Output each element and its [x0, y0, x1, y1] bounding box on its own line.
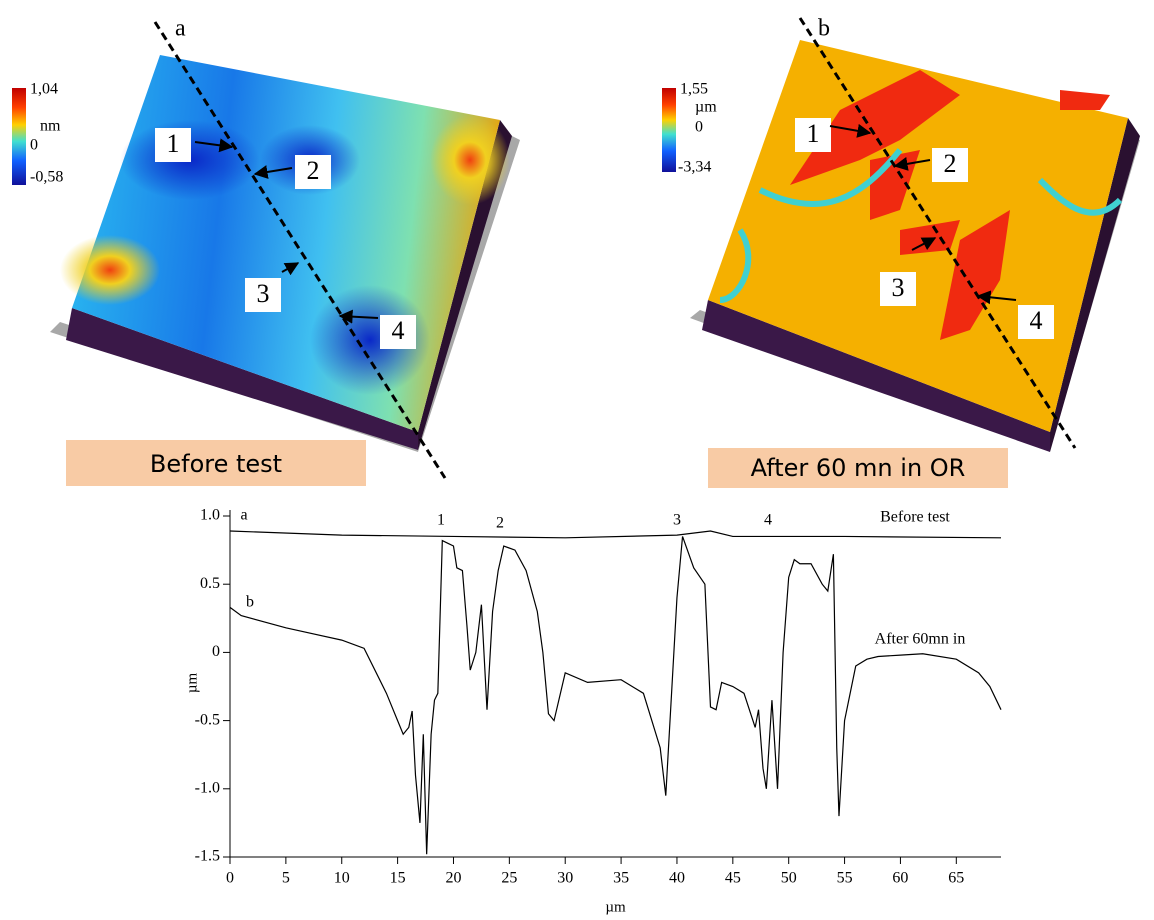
marker-label: 2: [307, 156, 320, 185]
y-tick-label: 0: [212, 643, 220, 660]
series-label: Before test: [880, 509, 950, 526]
series-label: After 60mn in: [875, 631, 966, 648]
y-tick-label: -0.5: [195, 711, 220, 728]
caption: Before test: [150, 450, 282, 478]
scale-min: -0,58: [30, 169, 63, 186]
x-tick-label: 20: [445, 870, 461, 887]
y-tick-label: -1.5: [195, 848, 220, 865]
x-tick-label: 60: [892, 870, 908, 887]
marker-label: 4: [392, 316, 405, 345]
annotation: a: [240, 507, 247, 524]
annotation: 3: [673, 512, 681, 529]
scale-max: 1,04: [30, 81, 58, 98]
y-tick-label: -1.0: [195, 779, 220, 796]
y-axis-label: µm: [184, 673, 200, 694]
caption: After 60 mn in OR: [751, 454, 966, 482]
markers: 1 2 3 4 1 2 3 4: [155, 118, 1054, 349]
marker-label: 3: [892, 273, 905, 302]
panel-letter: b: [818, 16, 830, 42]
colorbar: [662, 88, 676, 172]
scale-zero: 0: [30, 137, 38, 154]
marker-box: [155, 128, 191, 162]
x-tick-label: 55: [837, 870, 853, 887]
scale-unit: nm: [40, 118, 61, 135]
colorbar: [12, 88, 26, 185]
surface-b: [690, 40, 1140, 452]
marker-arrow: [893, 156, 931, 171]
marker-arrow: [338, 309, 379, 324]
caption-box: [66, 440, 366, 486]
marker-label: 2: [944, 149, 957, 178]
y-tick-label: 0.5: [200, 575, 220, 592]
annotation: 4: [764, 512, 772, 529]
profile-line: [229, 530, 1002, 539]
marker-label: 4: [1030, 306, 1043, 335]
marker-box: [245, 278, 281, 312]
panel-letter: a: [175, 16, 186, 42]
marker-arrow: [829, 123, 872, 138]
marker-arrow: [911, 237, 937, 251]
x-tick-label: 45: [725, 870, 741, 887]
x-tick-label: 5: [282, 870, 290, 887]
marker-arrow: [281, 262, 300, 276]
x-tick-label: 15: [390, 870, 406, 887]
x-axis-label: µm: [605, 899, 626, 915]
marker-arrow: [253, 165, 293, 179]
x-tick-label: 10: [334, 870, 350, 887]
scale-zero: 0: [695, 119, 703, 136]
profile-chart: 1.0 0.5 0 -0.5 -1.0 -1.5 0 5 10 15 20 25 30 35 40 45 50 5…: [184, 507, 1002, 915]
marker-arrow: [194, 138, 234, 153]
marker-box: [380, 315, 416, 349]
scale-max: 1,55: [680, 81, 708, 98]
marker-label: 1: [807, 119, 820, 148]
annotation: 1: [437, 512, 445, 529]
x-tick-label: 50: [781, 870, 797, 887]
marker-box: [880, 272, 916, 306]
x-tick-label: 65: [948, 870, 964, 887]
marker-box: [795, 118, 831, 152]
y-tick-label: 1.0: [200, 507, 220, 524]
annotation: b: [246, 594, 254, 611]
caption-box: [708, 448, 1008, 488]
profile-line: [229, 536, 1002, 855]
section-line: [798, 17, 1077, 449]
x-tick-label: 25: [501, 870, 517, 887]
annotation: 2: [496, 515, 504, 532]
x-tick-label: 0: [226, 870, 234, 887]
marker-box: [1018, 305, 1054, 339]
scale-min: -3,34: [678, 159, 711, 176]
scale-unit: µm: [695, 99, 717, 116]
x-tick-label: 40: [669, 870, 685, 887]
surface-a: [50, 55, 520, 452]
marker-box: [295, 155, 331, 189]
x-tick-label: 30: [557, 870, 573, 887]
marker-arrow: [976, 290, 1017, 305]
marker-label: 3: [257, 279, 270, 308]
x-tick-label: 35: [613, 870, 629, 887]
marker-label: 1: [167, 129, 180, 158]
marker-box: [932, 148, 968, 182]
